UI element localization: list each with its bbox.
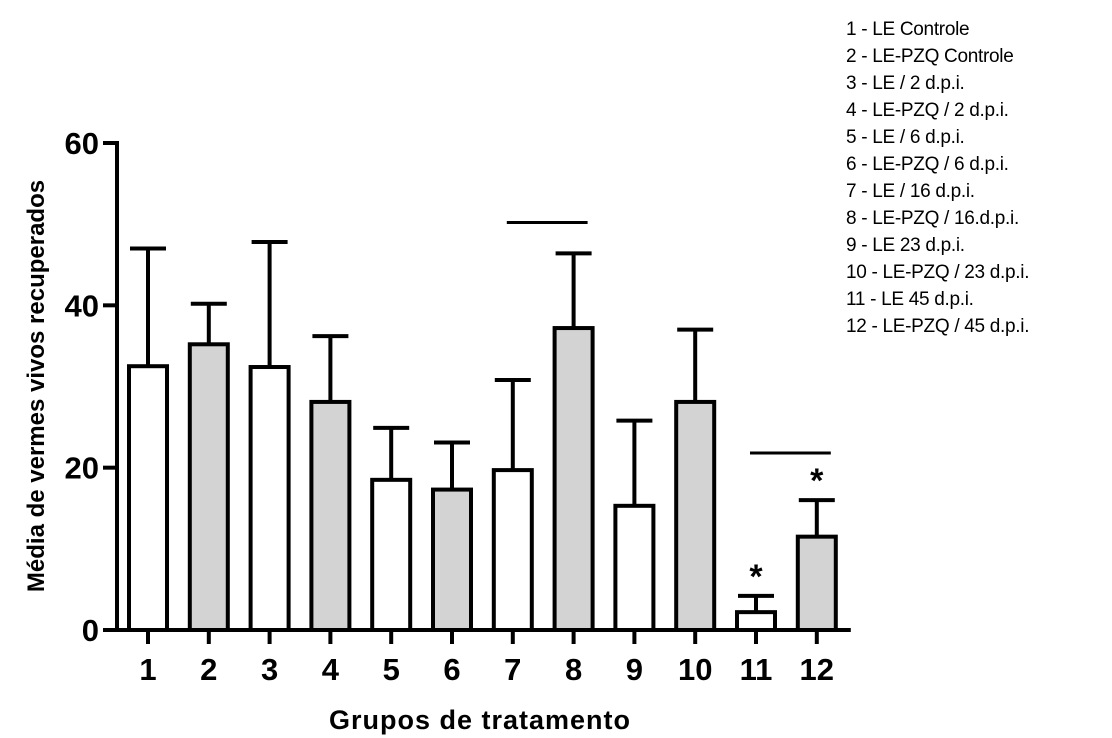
y-tick-label: 20 (65, 451, 99, 486)
x-tick-label: 12 (800, 652, 834, 687)
legend-entry: 6 - LE-PZQ / 6 d.p.i. (846, 154, 1009, 175)
annotations-group: ** (506, 221, 831, 596)
legend: 1 - LE Controle 2 - LE-PZQ Controle 3 - LE… (846, 16, 1029, 340)
x-axis: 1 2 3 4 5 6 7 8 9 10 11 12 (115, 628, 851, 687)
legend-entry: 5 - LE / 6 d.p.i. (846, 127, 965, 148)
bar (735, 610, 777, 632)
legend-entry: 12 - LE-PZQ / 45 d.p.i. (846, 316, 1030, 337)
bar (127, 364, 169, 632)
x-tick-label: 1 (139, 652, 156, 687)
x-tick-label: 7 (504, 652, 521, 687)
legend-entry: 9 - LE 23 d.p.i. (846, 235, 965, 256)
y-tick-label: 40 (65, 288, 99, 323)
legend-entry: 8 - LE-PZQ / 16.d.p.i. (846, 208, 1019, 229)
bars-group (127, 240, 838, 633)
x-tick-label: 3 (261, 652, 278, 687)
legend-entry: 2 - LE-PZQ Controle (846, 46, 1014, 67)
legend-entry: 4 - LE-PZQ / 2 d.p.i. (846, 100, 1009, 121)
x-tick-label: 6 (443, 652, 460, 687)
bar (248, 365, 291, 632)
bar (613, 503, 656, 632)
x-tick-label: 11 (740, 652, 773, 687)
x-tick-label: 9 (626, 652, 643, 687)
x-tick-label: 8 (565, 652, 582, 687)
significance-marker: * (749, 558, 763, 596)
x-axis-label: Grupos de tratamento (329, 705, 631, 735)
legend-entry: 3 - LE / 2 d.p.i. (846, 73, 965, 94)
bar (795, 534, 838, 632)
x-tick-label: 10 (678, 652, 712, 687)
significance-marker: * (810, 462, 824, 500)
bar (674, 399, 717, 632)
legend-entry: 10 - LE-PZQ / 23 d.p.i. (846, 262, 1030, 283)
legend-entry: 11 - LE 45 d.p.i. (846, 289, 974, 310)
bar (431, 487, 473, 632)
y-axis-label: Média de vermes vivos recuperados (23, 180, 50, 592)
x-tick-label: 4 (322, 652, 340, 687)
bar (370, 477, 413, 633)
bar (552, 326, 595, 632)
y-axis: 0 20 40 60 (65, 126, 119, 648)
x-tick-label: 2 (200, 652, 217, 687)
bar (491, 468, 534, 632)
bar (187, 342, 230, 632)
y-tick-label: 60 (65, 126, 99, 161)
legend-entry: 7 - LE / 16 d.p.i. (846, 181, 975, 202)
y-tick-label: 0 (82, 613, 99, 648)
x-tick-label: 5 (383, 652, 400, 687)
bar (309, 399, 352, 632)
legend-entry: 1 - LE Controle (846, 19, 970, 40)
